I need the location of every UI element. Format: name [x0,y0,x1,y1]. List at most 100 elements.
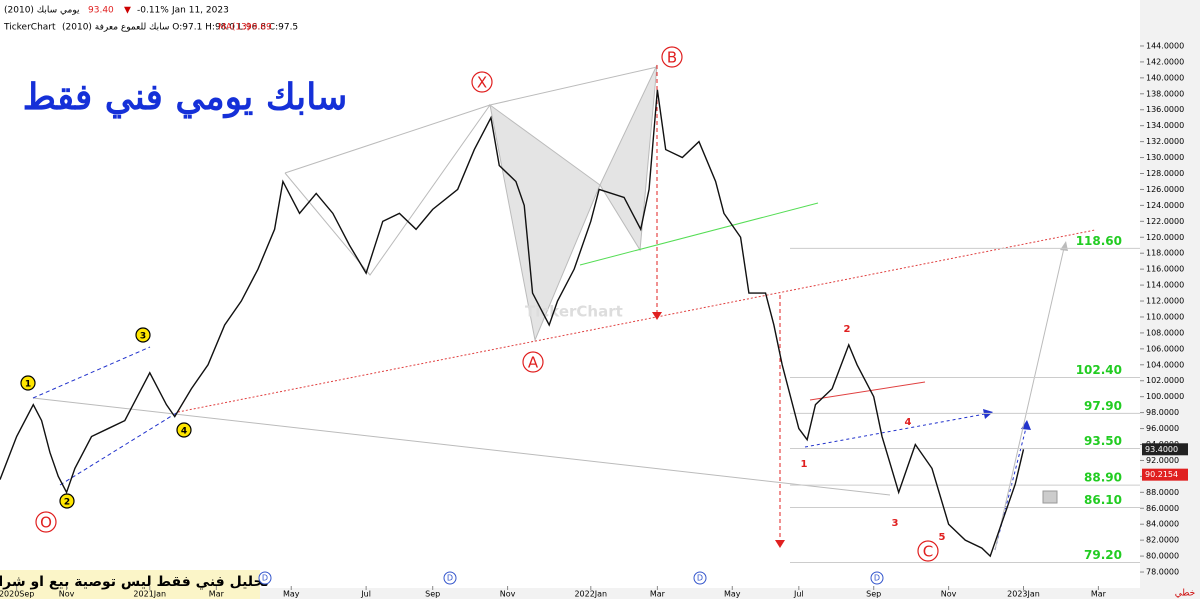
thumb-icon [1042,490,1058,504]
dividend-label: D [874,574,880,583]
price-tag [1142,443,1188,456]
y-tick-label: 100.0000 [1146,392,1184,401]
x-tick-label: Nov [941,590,957,599]
wave-label: X [477,74,487,92]
wave-circle [176,422,192,438]
x-tick-label: May [724,590,741,599]
x-axis-band [0,588,1200,599]
y-tick-label: 78.0000 [1146,568,1179,577]
y-tick-label: 144.0000 [1146,41,1184,50]
wave-label: A [528,354,539,372]
pattern-fill [489,103,601,342]
ma-label: MA(13) [218,23,250,33]
trend-line [32,397,891,496]
header: سابك (2010) يومي 93.40 ▼ -0.11% Jan 11, … [3,6,298,33]
y-tick-label: 134.0000 [1146,121,1184,130]
x-tick-label: Jul [360,590,371,599]
pattern-fill [599,64,658,252]
symbol: سابك (2010) [4,6,57,16]
date: Jan 11, 2023 [171,6,229,16]
chart-title: سابك يومي فني فقط [23,76,348,119]
wave-label: 1 [25,380,31,390]
price-line [0,89,1025,558]
dividend-marker [693,571,707,585]
y-tick-label: 138.0000 [1146,89,1184,98]
change-arrow: ▼ [124,6,131,16]
y-tick-label: 120.0000 [1146,233,1184,242]
dividend-marker [870,571,884,585]
dividend-label: D [262,574,268,583]
wave-label: 2 [64,498,70,508]
wave-label: 1 [801,459,808,470]
arrow-head [775,540,785,548]
x-tick-label: Mar [650,590,666,599]
x-tick-label: Sep [866,590,881,599]
x-tick-label: Nov [59,590,75,599]
y-tick-label: 92.0000 [1146,456,1179,465]
channel-line [59,411,179,486]
wave-label: 4 [905,417,912,428]
period: يومي [60,6,80,16]
x-tick-label: Mar [1091,590,1107,599]
wave-label: 3 [892,518,899,529]
price-tag-label: 93.4000 [1145,445,1178,454]
wave-circle [35,511,57,533]
y-tick-label: 116.0000 [1146,265,1184,274]
wave-label: C [923,543,933,561]
channel-line [32,346,151,399]
y-tick-label: 140.0000 [1146,73,1184,82]
y-tick-label: 86.0000 [1146,504,1179,513]
level-label: 97.90 [1084,399,1122,413]
level-label: 118.60 [1076,234,1122,248]
footer: خطي [1175,589,1195,599]
y-axis-band [1140,0,1200,599]
arrow [994,247,1065,551]
wave-label: 2 [844,324,851,335]
arrow-head [1060,241,1068,251]
x-tick-label: Mar [209,590,225,599]
y-tick-label: 106.0000 [1146,344,1184,353]
wave-circle [917,540,939,562]
level-label: 93.50 [1084,434,1122,448]
wave-circle [471,71,493,93]
x-tick-label: Sep [425,590,440,599]
price-tag-label: 90.2154 [1145,470,1178,479]
level-label: 102.40 [1076,363,1122,377]
dividend-label: D [447,574,453,583]
arrow [804,413,986,448]
drawings [32,64,1096,551]
y-tick-label: 126.0000 [1146,185,1184,194]
level-label: 86.10 [1084,493,1122,507]
y-tick-label: 136.0000 [1146,105,1184,114]
note-band [0,570,260,599]
y-tick-label: 80.0000 [1146,552,1179,561]
x-tick-label: 2020Sep [0,590,34,599]
x-tick-label: Jul [793,590,804,599]
change: -0.11% [137,6,169,16]
y-tick-label: 110.0000 [1146,312,1184,321]
ma-value: 99.69 [246,23,272,33]
y-tick-label: 98.0000 [1146,408,1179,417]
y-tick-label: 132.0000 [1146,137,1184,146]
trend-line [284,104,491,276]
ohlc: سابك للعموع معرفة (2010) O:97.1 H:98.0 L… [62,23,298,33]
level-label: 79.20 [1084,548,1122,562]
price-tag [1142,468,1188,481]
source: TickerChart [3,23,56,33]
wave-circle [661,46,683,68]
wave-label: 5 [939,532,946,543]
wave-circle [20,375,36,391]
note: تحليل فني فقط ليس توصية بيع او شراء [0,574,269,590]
y-tick-label: 88.0000 [1146,488,1179,497]
y-tick-label: 130.0000 [1146,153,1184,162]
wave-label: 3 [140,332,146,342]
wave-circle [135,327,151,343]
y-tick-label: 108.0000 [1146,328,1184,337]
x-tick-label: 2021Jan [133,590,166,599]
x-tick-label: May [283,590,300,599]
arrow-head [652,312,662,320]
arrow-head [983,409,993,419]
y-tick-label: 124.0000 [1146,201,1184,210]
dividend-label: D [697,574,703,583]
